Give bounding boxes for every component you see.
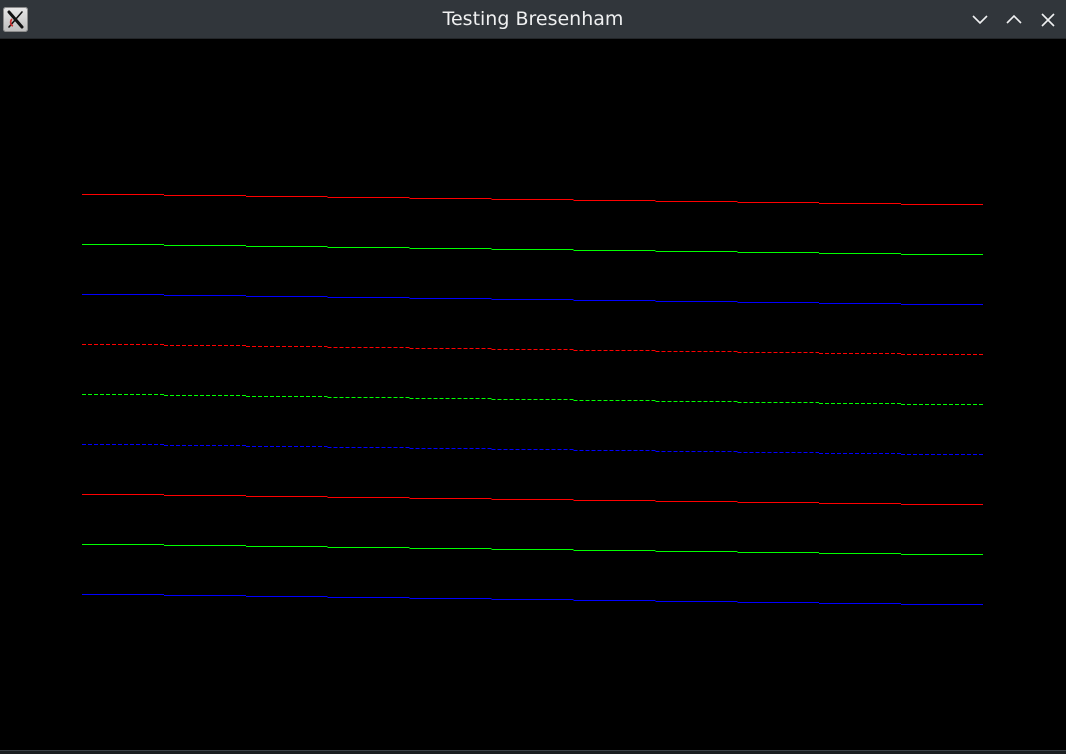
bresenham-line-7 — [82, 494, 983, 505]
bresenham-line-9 — [82, 594, 983, 605]
window-title: Testing Bresenham — [442, 8, 624, 30]
bresenham-line-4 — [82, 344, 983, 355]
bresenham-line-3 — [82, 294, 983, 305]
minimize-button[interactable] — [968, 8, 992, 32]
window-bottom-edge — [0, 750, 1066, 754]
bresenham-line-2 — [82, 244, 983, 255]
drawing-canvas — [0, 39, 1066, 750]
close-button[interactable] — [1036, 8, 1060, 32]
bresenham-line-5 — [82, 394, 983, 405]
bresenham-lines-svg — [82, 194, 983, 605]
title-bar[interactable]: Testing Bresenham — [0, 0, 1066, 39]
bresenham-line-6 — [82, 444, 983, 455]
maximize-button[interactable] — [1002, 8, 1026, 32]
bresenham-line-1 — [82, 194, 983, 205]
bresenham-line-8 — [82, 544, 983, 555]
x11-app-icon[interactable] — [3, 7, 28, 32]
